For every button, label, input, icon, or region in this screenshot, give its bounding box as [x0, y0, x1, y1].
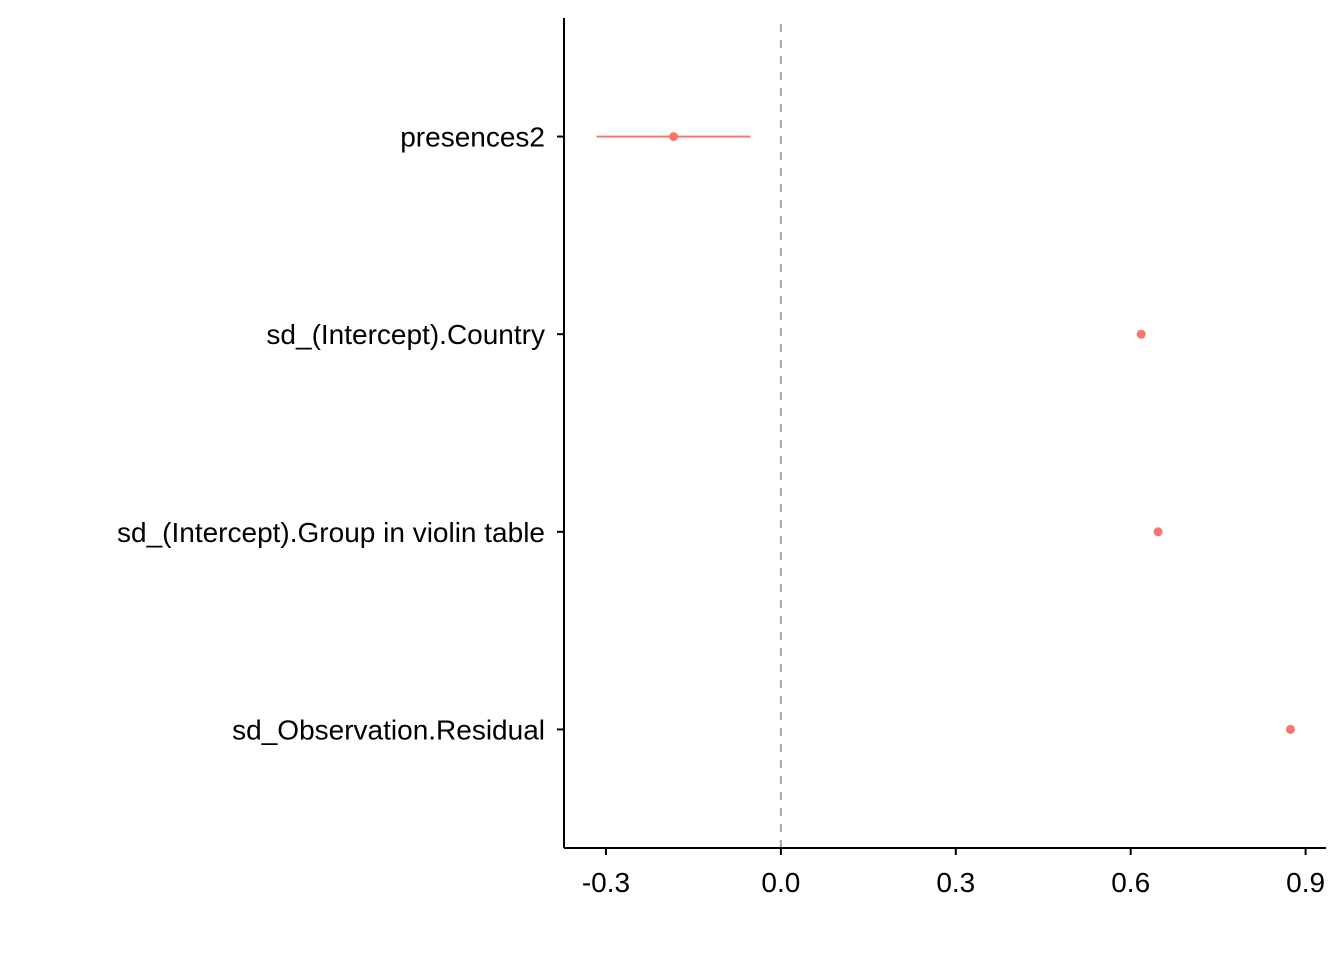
- term-label: sd_(Intercept).Country: [266, 319, 545, 350]
- plot-marks: [596, 132, 1295, 734]
- term-label: presences2: [400, 122, 545, 153]
- x-tick-label: 0.9: [1286, 867, 1325, 898]
- estimate-point: [1136, 329, 1146, 339]
- estimate-point: [1285, 724, 1295, 734]
- estimate-point: [1153, 527, 1163, 537]
- x-tick-label: 0.0: [761, 867, 800, 898]
- x-tick-label: -0.3: [582, 867, 630, 898]
- term-label: sd_Observation.Residual: [232, 714, 545, 745]
- term-label: sd_(Intercept).Group in violin table: [117, 517, 545, 548]
- x-axis-ticks: -0.3 0.0 0.3 0.6 0.9: [582, 848, 1325, 898]
- x-tick-label: 0.6: [1111, 867, 1150, 898]
- x-tick-label: 0.3: [936, 867, 975, 898]
- y-axis-ticks: presences2 sd_(Intercept).Country sd_(Inte…: [117, 122, 564, 745]
- estimate-point: [669, 132, 679, 142]
